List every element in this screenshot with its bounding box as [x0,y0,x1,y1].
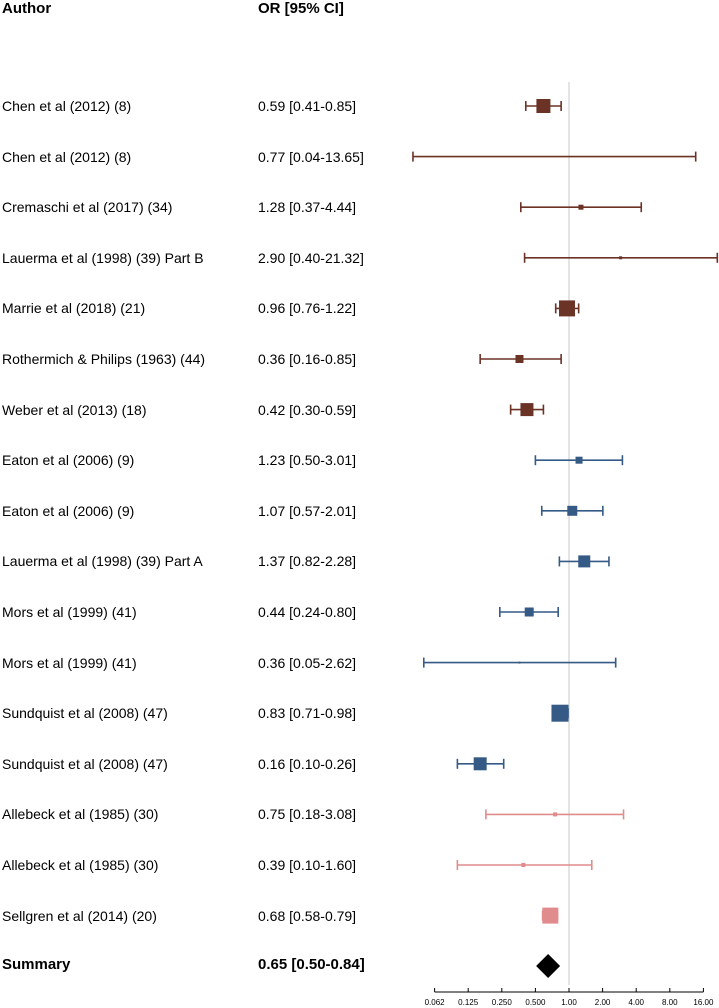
x-tick-label: 0.500 [525,998,546,1007]
study-author: Eaton et al (2006) (9) [2,502,135,519]
point-estimate-box [578,555,591,568]
point-estimate-box [551,704,569,722]
study-or-ci: 0.75 [0.18-3.08] [258,806,357,823]
x-tick-label: 4.00 [628,998,644,1007]
point-estimate-box [473,757,487,771]
study-author: Marrie et al (2018) (21) [2,300,146,317]
study-or-ci: 0.16 [0.10-0.26] [258,755,357,772]
study-or-ci: 0.68 [0.58-0.79] [258,907,357,924]
study-author: Chen et al (2012) (8) [2,148,132,165]
point-estimate-box [619,256,623,260]
x-tick-label: 0.125 [458,998,479,1007]
study-author: Mors et al (1999) (41) [2,654,137,671]
study-author: Sellgren et al (2014) (20) [2,907,157,924]
point-estimate-box [578,204,584,210]
point-estimate-box [567,505,578,516]
study-author: Sundquist et al (2008) (47) [2,755,168,772]
study-author: Mors et al (1999) (41) [2,604,137,620]
author-column-header: Author [2,0,52,17]
study-or-ci: 1.23 [0.50-3.01] [258,452,357,469]
point-estimate-box [553,812,558,817]
point-estimate-box [520,403,534,417]
summary-or-ci: 0.65 [0.50-0.84] [258,956,365,973]
study-author: Eaton et al (2006) (9) [2,452,135,469]
study-or-ci: 0.36 [0.05-2.62] [258,654,357,671]
point-estimate-box [521,863,526,867]
study-author: Chen et al (2012) (8) [2,98,132,114]
study-author: Lauerma et al (1998) (39) Part B [2,249,204,266]
study-or-ci: 0.39 [0.10-1.60] [258,857,357,873]
study-author: Allebeck et al (1985) (30) [2,857,159,873]
point-estimate-box [515,355,524,363]
summary-label: Summary [2,956,71,973]
study-or-ci: 0.42 [0.30-0.59] [258,401,357,418]
x-tick-label: 0.250 [492,998,513,1007]
study-or-ci: 1.28 [0.37-4.44] [258,199,357,216]
point-estimate-box [575,456,583,464]
study-author: Weber et al (2013) (18) [2,401,147,418]
x-tick-label: 2.00 [595,998,611,1007]
point-estimate-box [559,300,576,317]
or-column-header: OR [95% CI] [258,0,344,17]
point-estimate-box [518,661,521,664]
study-or-ci: 0.83 [0.71-0.98] [258,705,357,722]
study-or-ci: 1.07 [0.57-2.01] [258,502,357,519]
study-author: Sundquist et al (2008) (47) [2,705,168,722]
study-or-ci: 2.90 [0.40-21.32] [258,249,364,266]
point-estimate-box [542,907,559,924]
study-author: Allebeck et al (1985) (30) [2,806,159,823]
x-tick-label: 1.00 [561,998,577,1007]
study-or-ci: 0.96 [0.76-1.22] [258,300,357,317]
study-or-ci: 0.77 [0.04-13.65] [258,148,364,165]
x-tick-label: 0.062 [425,998,446,1007]
x-tick-label: 8.00 [662,998,678,1007]
study-author: Cremaschi et al (2017) (34) [2,199,173,216]
study-or-ci: 1.37 [0.82-2.28] [258,553,357,570]
point-estimate-box [524,607,534,617]
study-author: Rothermich & Philips (1963) (44) [2,351,206,367]
summary-diamond [536,954,561,978]
study-or-ci: 0.59 [0.41-0.85] [258,98,357,114]
study-or-ci: 0.44 [0.24-0.80] [258,604,357,620]
study-author: Lauerma et al (1998) (39) Part A [2,553,203,570]
point-estimate-box [536,99,551,113]
x-tick-label: 16.00 [693,998,714,1007]
study-or-ci: 0.36 [0.16-0.85] [258,351,357,367]
point-estimate-box [555,156,557,158]
